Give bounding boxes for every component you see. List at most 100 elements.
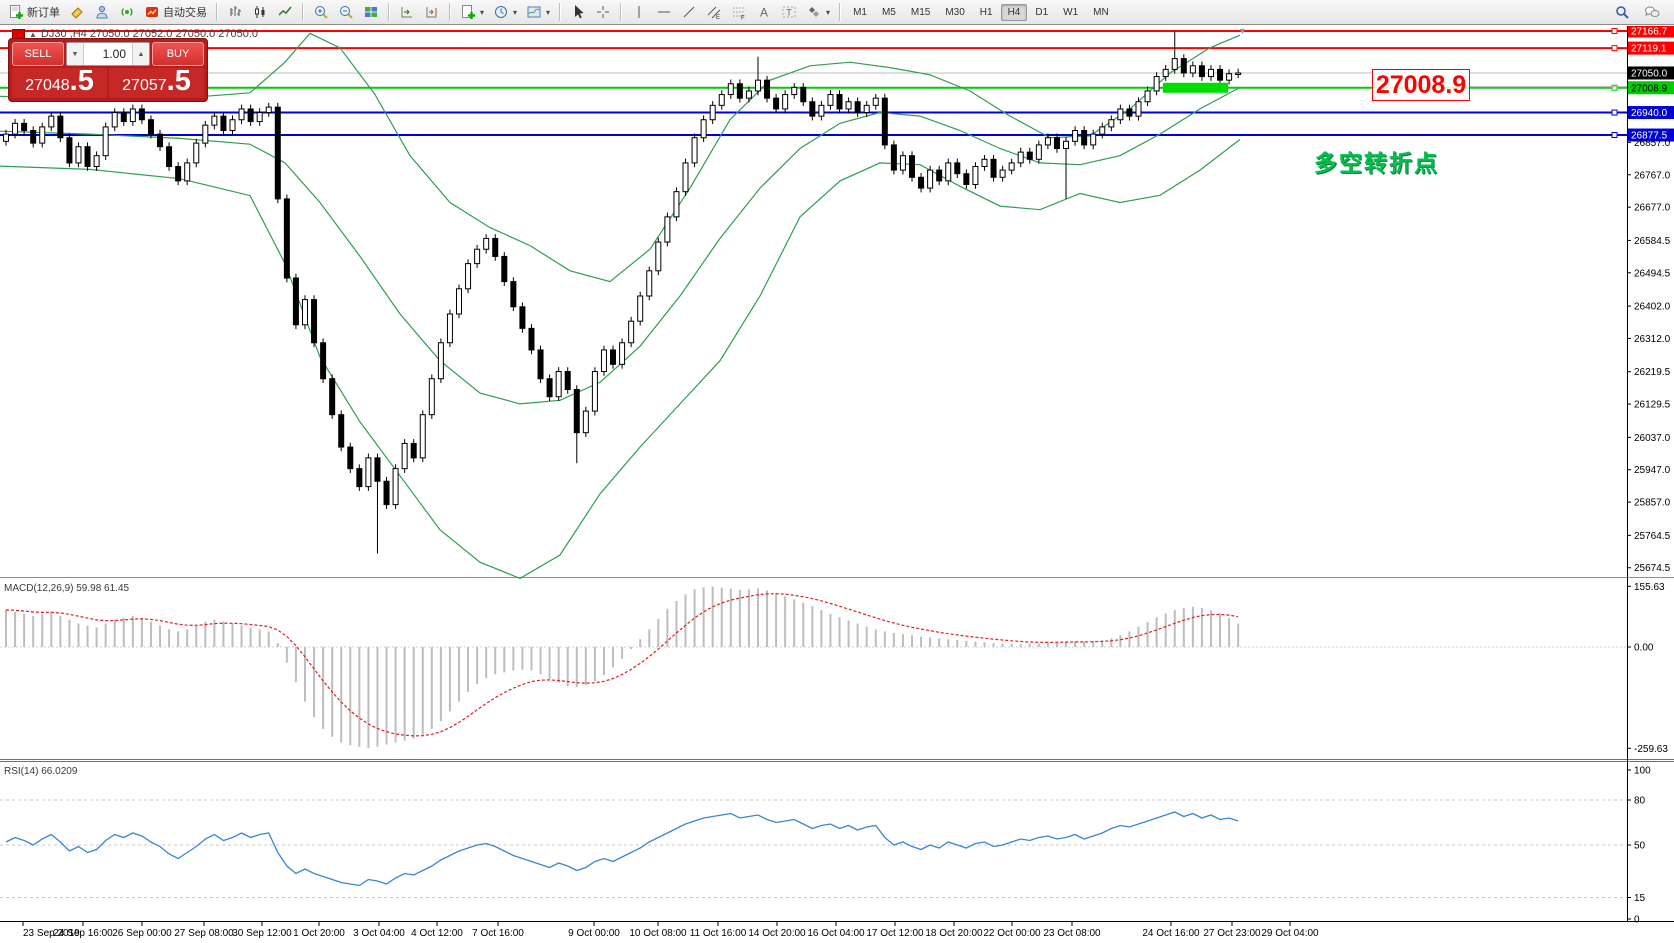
timeframe-d1-button[interactable]: D1 <box>1035 6 1049 18</box>
chart-area[interactable]: 27166.7 27119.1 27050.0 27008.9 26940.0 26877… <box>0 26 1674 943</box>
macd-scale-label: 0.00 <box>1634 643 1654 654</box>
zoom-out-button[interactable] <box>334 2 358 22</box>
tile-windows-icon <box>365 7 377 17</box>
chevron-down-icon[interactable]: ▾ <box>513 7 518 17</box>
candlestick-mode-button[interactable] <box>248 2 272 22</box>
macd-scale-label: -259.63 <box>1634 744 1668 755</box>
cursor-button[interactable] <box>566 2 590 22</box>
x-axis-time-label: 17 Oct 12:00 <box>866 928 924 939</box>
x-axis-time-label: 27 Sep 08:00 <box>174 928 234 939</box>
x-axis-time-label: 1 Oct 20:00 <box>293 928 345 939</box>
periods-button[interactable]: ▾ <box>489 2 521 22</box>
auto-trading-button[interactable]: 自动交易 <box>140 2 211 22</box>
toolbar: 新订单 自动交易 ▾ ▾ ▾ E F A T ▾ M1 M5 M15 M30 H1 H4 D1 W1 MN <box>0 0 1674 25</box>
price-level-label: 26940.0 <box>1631 108 1668 119</box>
auto-scroll-icon <box>401 7 412 18</box>
volume-decrease-button[interactable]: ▼ <box>67 43 84 65</box>
toolbar-separator <box>620 3 623 21</box>
chevron-down-icon[interactable]: ▾ <box>480 7 485 17</box>
chevron-down-icon[interactable]: ▾ <box>826 7 831 17</box>
community-icon <box>96 5 108 19</box>
title-collapse-icon[interactable]: ▲ <box>29 29 37 39</box>
y-axis-tick-label: 25674.5 <box>1634 563 1671 574</box>
rsi-line <box>5 811 1239 887</box>
text-button[interactable]: A <box>752 2 776 22</box>
zoom-in-button[interactable] <box>309 2 333 22</box>
equidistant-channel-button[interactable]: E <box>702 2 726 22</box>
vline-icon <box>638 6 640 18</box>
chart-shift-button[interactable] <box>420 2 444 22</box>
overlay-layer <box>1163 82 1627 93</box>
y-axis-tick-label: 26402.0 <box>1634 302 1671 313</box>
x-axis-time-label: 27 Oct 23:00 <box>1203 928 1261 939</box>
y-axis-tick-label: 26129.5 <box>1634 400 1671 411</box>
eraser-icon <box>71 7 83 19</box>
search-icon <box>1616 6 1629 19</box>
x-axis-time-label: 23 Sep 2019 <box>23 928 80 939</box>
x-axis-time-label: 10 Oct 08:00 <box>629 928 687 939</box>
one-click-trade-panel: SELL ▼ 1.00 ▲ BUY 27048 .5 27057 .5 <box>8 38 208 102</box>
community-button[interactable] <box>90 2 114 22</box>
timeframe-w1-button[interactable]: W1 <box>1063 6 1079 18</box>
macd-scale-label: 155.63 <box>1634 582 1665 593</box>
buy-price-pips: .5 <box>166 65 191 97</box>
new-order-button-label: 新订单 <box>27 7 60 19</box>
timeframe-mn-button[interactable]: MN <box>1093 6 1109 18</box>
chevron-down-icon[interactable]: ▾ <box>546 7 551 17</box>
trendline-button[interactable] <box>677 2 701 22</box>
new-order-icon <box>10 5 23 19</box>
timeframe-m30-button[interactable]: M30 <box>945 6 965 18</box>
horizontal-line-button[interactable] <box>652 2 676 22</box>
toolbar-separator <box>839 3 842 21</box>
timeframe-h4-button[interactable]: H4 <box>1000 3 1028 21</box>
crosshair-button[interactable] <box>591 2 615 22</box>
svg-text:F: F <box>741 16 745 21</box>
y-axis-tick-label: 26494.5 <box>1634 268 1671 279</box>
toolbar-separator <box>302 3 304 21</box>
templates-button[interactable]: ▾ <box>522 2 554 22</box>
timeframe-h1-button[interactable]: H1 <box>979 6 993 18</box>
signal-button[interactable] <box>115 2 139 22</box>
tile-windows-button[interactable] <box>359 2 383 22</box>
price-callout-box[interactable]: 27008.9 <box>1372 69 1470 101</box>
price-level-label: 27008.9 <box>1631 83 1668 94</box>
timeframe-m15-button[interactable]: M15 <box>910 6 931 18</box>
sell-price-main: 27048 <box>25 77 70 94</box>
chat-button[interactable] <box>1640 2 1664 22</box>
label-icon: T <box>782 6 796 18</box>
y-axis-tick-label: 25857.0 <box>1634 498 1671 509</box>
indicators-icon <box>462 5 475 19</box>
eraser-button[interactable] <box>65 2 89 22</box>
fibonacci-icon: F <box>733 7 745 21</box>
sell-button[interactable]: SELL <box>12 42 64 66</box>
volume-increase-button[interactable]: ▲ <box>132 43 149 65</box>
new-order-button[interactable]: 新订单 <box>4 2 64 22</box>
label-button[interactable]: T <box>777 2 801 22</box>
line-chart-mode-button[interactable] <box>273 2 297 22</box>
indicators-button[interactable]: ▾ <box>456 2 488 22</box>
buy-price[interactable]: 27057 .5 <box>109 65 204 98</box>
fibonacci-button[interactable]: F <box>727 2 751 22</box>
chart-shift-marker-icon[interactable]: ▼ <box>1238 26 1247 36</box>
sell-price[interactable]: 27048 .5 <box>12 67 107 98</box>
buy-button[interactable]: BUY <box>152 42 204 66</box>
timeframe-m5-button[interactable]: M5 <box>881 6 896 18</box>
cursor-icon <box>575 5 584 19</box>
hline-icon <box>658 11 671 13</box>
x-axis-time-label: 11 Oct 16:00 <box>690 928 747 939</box>
auto-scroll-button[interactable] <box>395 2 419 22</box>
bar-chart-mode-button[interactable] <box>223 2 247 22</box>
vertical-line-button[interactable] <box>627 2 651 22</box>
rsi-scale-label: 15 <box>1634 893 1646 904</box>
volume-value[interactable]: 1.00 <box>102 47 126 61</box>
toolbar-separator <box>559 3 562 21</box>
crosshair-icon <box>597 6 610 18</box>
search-button[interactable] <box>1610 2 1634 22</box>
turning-point-annotation[interactable]: 多空转折点 <box>1314 150 1439 176</box>
svg-text:E: E <box>716 15 720 20</box>
svg-text:T: T <box>786 8 792 18</box>
macd-signal-line <box>5 593 1239 737</box>
chart-canvas[interactable]: 27166.7 27119.1 27050.0 27008.9 26940.0 26877… <box>0 26 1674 943</box>
timeframe-m1-button[interactable]: M1 <box>853 6 867 18</box>
arrows-button[interactable]: ▾ <box>802 2 834 22</box>
